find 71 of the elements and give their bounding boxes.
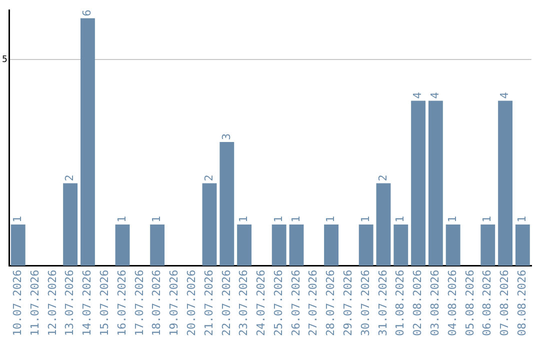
- x-tick-label: 29.07.2026: [342, 270, 355, 336]
- x-tick-label: 18.07.2026: [150, 270, 164, 336]
- data-label: 4: [498, 92, 512, 99]
- x-tick-label: 04.08.2026: [446, 270, 459, 336]
- bar: [358, 224, 374, 266]
- bar: [411, 100, 426, 266]
- data-label: 2: [63, 174, 76, 182]
- x-tick-label: 30.07.2026: [358, 270, 372, 336]
- data-label: 3: [220, 133, 233, 140]
- bar: [480, 224, 496, 266]
- bar: [324, 224, 339, 266]
- x-tick-label: 27.07.2026: [306, 270, 320, 336]
- bar: [80, 18, 95, 266]
- data-label: 1: [358, 216, 372, 223]
- x-tick-label: 31.07.2026: [376, 270, 390, 336]
- bar: [10, 224, 26, 266]
- bar: [237, 224, 252, 266]
- bar: [376, 183, 391, 266]
- data-label: 1: [115, 216, 128, 223]
- bar: [446, 224, 460, 266]
- data-label: 2: [376, 174, 390, 182]
- bar: [63, 183, 78, 266]
- x-tick-label: 17.07.2026: [132, 270, 146, 336]
- x-tick-label: 12.07.2026: [46, 270, 59, 336]
- x-tick-label: 16.07.2026: [115, 270, 128, 336]
- x-tick-label: 06.08.2026: [480, 270, 494, 336]
- bar: [394, 224, 408, 266]
- bar: [272, 224, 286, 266]
- x-tick-label: 24.07.2026: [254, 270, 268, 336]
- x-tick-label: 03.08.2026: [428, 270, 442, 336]
- y-tick-label: 5: [2, 54, 8, 65]
- x-tick-label: 02.08.2026: [411, 270, 424, 336]
- x-tick-label: 26.07.2026: [289, 270, 302, 336]
- x-tick-label: 08.08.2026: [516, 270, 529, 336]
- data-label: 4: [428, 92, 442, 99]
- x-tick-label: 22.07.2026: [220, 270, 233, 336]
- x-tick-label: 10.07.2026: [10, 270, 24, 336]
- data-label: 4: [411, 92, 424, 99]
- x-tick-label: 13.07.2026: [63, 270, 76, 336]
- data-label: 1: [150, 216, 164, 223]
- bar: [428, 100, 443, 266]
- x-tick-label: 15.07.2026: [98, 270, 111, 336]
- bar: [150, 224, 165, 266]
- data-label: 1: [10, 216, 24, 223]
- data-label: 1: [272, 216, 285, 223]
- bar: [115, 224, 130, 266]
- x-tick-label: 07.08.2026: [498, 270, 512, 336]
- data-label: 1: [237, 216, 250, 223]
- bar: [220, 142, 234, 266]
- bar: [515, 224, 530, 266]
- x-tick-label: 01.08.2026: [394, 270, 407, 336]
- x-tick-label: 23.07.2026: [237, 270, 250, 336]
- x-tick-label: 11.07.2026: [28, 270, 42, 336]
- bar: [202, 183, 217, 266]
- data-label: 1: [446, 216, 459, 223]
- x-tick-label: 28.07.2026: [324, 270, 338, 336]
- x-tick-label: 21.07.2026: [202, 270, 216, 336]
- x-tick-label: 19.07.2026: [168, 270, 181, 336]
- data-label: 1: [289, 216, 302, 223]
- data-label: 1: [324, 216, 338, 223]
- bar: [289, 224, 304, 266]
- x-tick-label: 05.08.2026: [463, 270, 476, 336]
- x-tick-label: 14.07.2026: [80, 270, 94, 336]
- data-label: 6: [80, 10, 94, 16]
- data-label: 1: [516, 216, 529, 223]
- x-tick-label: 20.07.2026: [184, 270, 198, 336]
- data-label: 1: [394, 216, 407, 223]
- data-label: 2: [202, 174, 216, 182]
- x-tick-label: 25.07.2026: [272, 270, 285, 336]
- bar: [498, 100, 512, 266]
- data-label: 1: [480, 216, 494, 223]
